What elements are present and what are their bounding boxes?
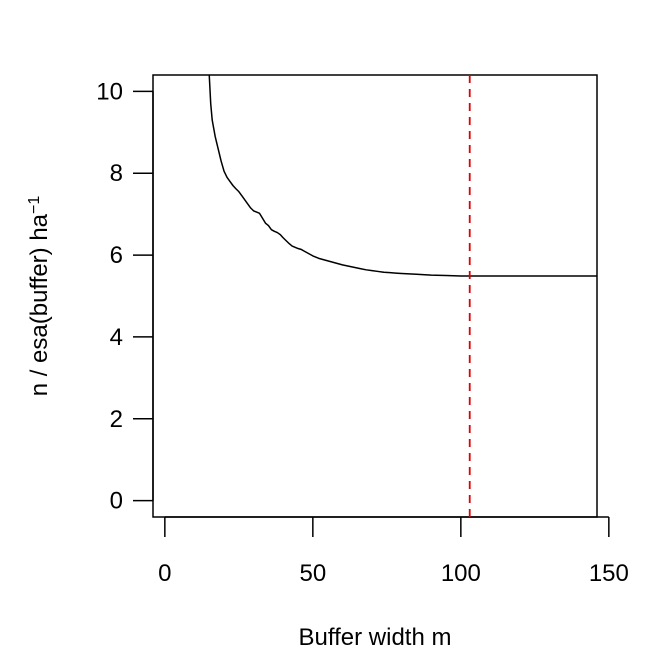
plot-frame (152, 74, 598, 518)
y-tick-label: 6 (110, 242, 123, 269)
x-tick-label: 50 (299, 560, 326, 587)
y-tick-label: 0 (110, 488, 123, 515)
y-axis-title: n / esa(buffer) ha−1 (26, 196, 54, 397)
y-axis: 0 2 4 6 8 10 (96, 78, 154, 515)
plot-area (208, 74, 597, 517)
y-tick-label: 10 (96, 78, 123, 105)
x-tick-label: 150 (589, 560, 629, 587)
series-line (208, 74, 597, 277)
y-tick-label: 2 (110, 406, 123, 433)
x-tick-label: 0 (158, 560, 171, 587)
y-tick-label: 8 (110, 160, 123, 187)
x-tick-label: 100 (441, 560, 481, 587)
y-tick-label: 4 (110, 324, 123, 351)
y-axis-title-main: n / esa(buffer) ha (26, 213, 53, 396)
x-axis: 0 50 100 150 (158, 516, 629, 587)
y-axis-title-exponent: −1 (26, 196, 43, 214)
x-axis-title: Buffer width m (299, 624, 452, 651)
